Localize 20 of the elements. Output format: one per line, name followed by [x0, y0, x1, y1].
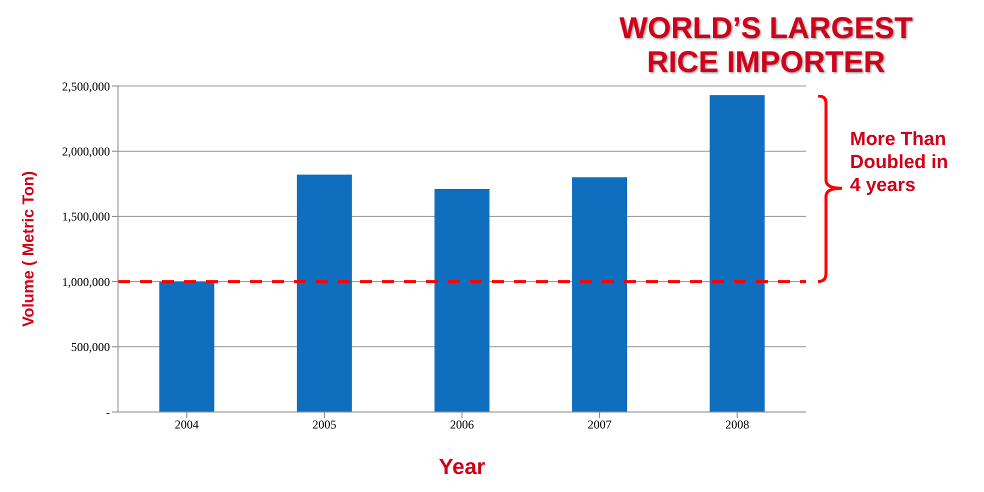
x-axis-title: Year — [438, 454, 486, 479]
y-tick-label: 500,000 — [71, 340, 110, 354]
text: More Than Doubled in 4 years — [850, 128, 950, 198]
bar — [159, 282, 214, 412]
y-tick-label: 1,000,000 — [62, 274, 110, 289]
x-tick-label: 2008 — [725, 418, 750, 432]
bar — [710, 95, 765, 412]
x-tick-label: 2005 — [312, 418, 336, 432]
y-tick-label: 2,500,000 — [62, 79, 110, 94]
chart-title: WORLD’S LARGEST RICE IMPORTER — [618, 12, 914, 80]
x-tick-label: 2007 — [588, 418, 612, 432]
bar — [296, 174, 352, 412]
x-tick-label: 2004 — [174, 418, 199, 432]
y-tick-label: 2,000,000 — [62, 144, 110, 158]
y-axis-title: Volume ( Metric Ton) — [20, 171, 38, 327]
x-tick-label: 2006 — [450, 418, 474, 432]
y-tick-label: - — [106, 405, 110, 420]
bar — [434, 189, 490, 412]
y-tick-label: 1,500,000 — [62, 210, 110, 224]
bar — [572, 177, 628, 412]
